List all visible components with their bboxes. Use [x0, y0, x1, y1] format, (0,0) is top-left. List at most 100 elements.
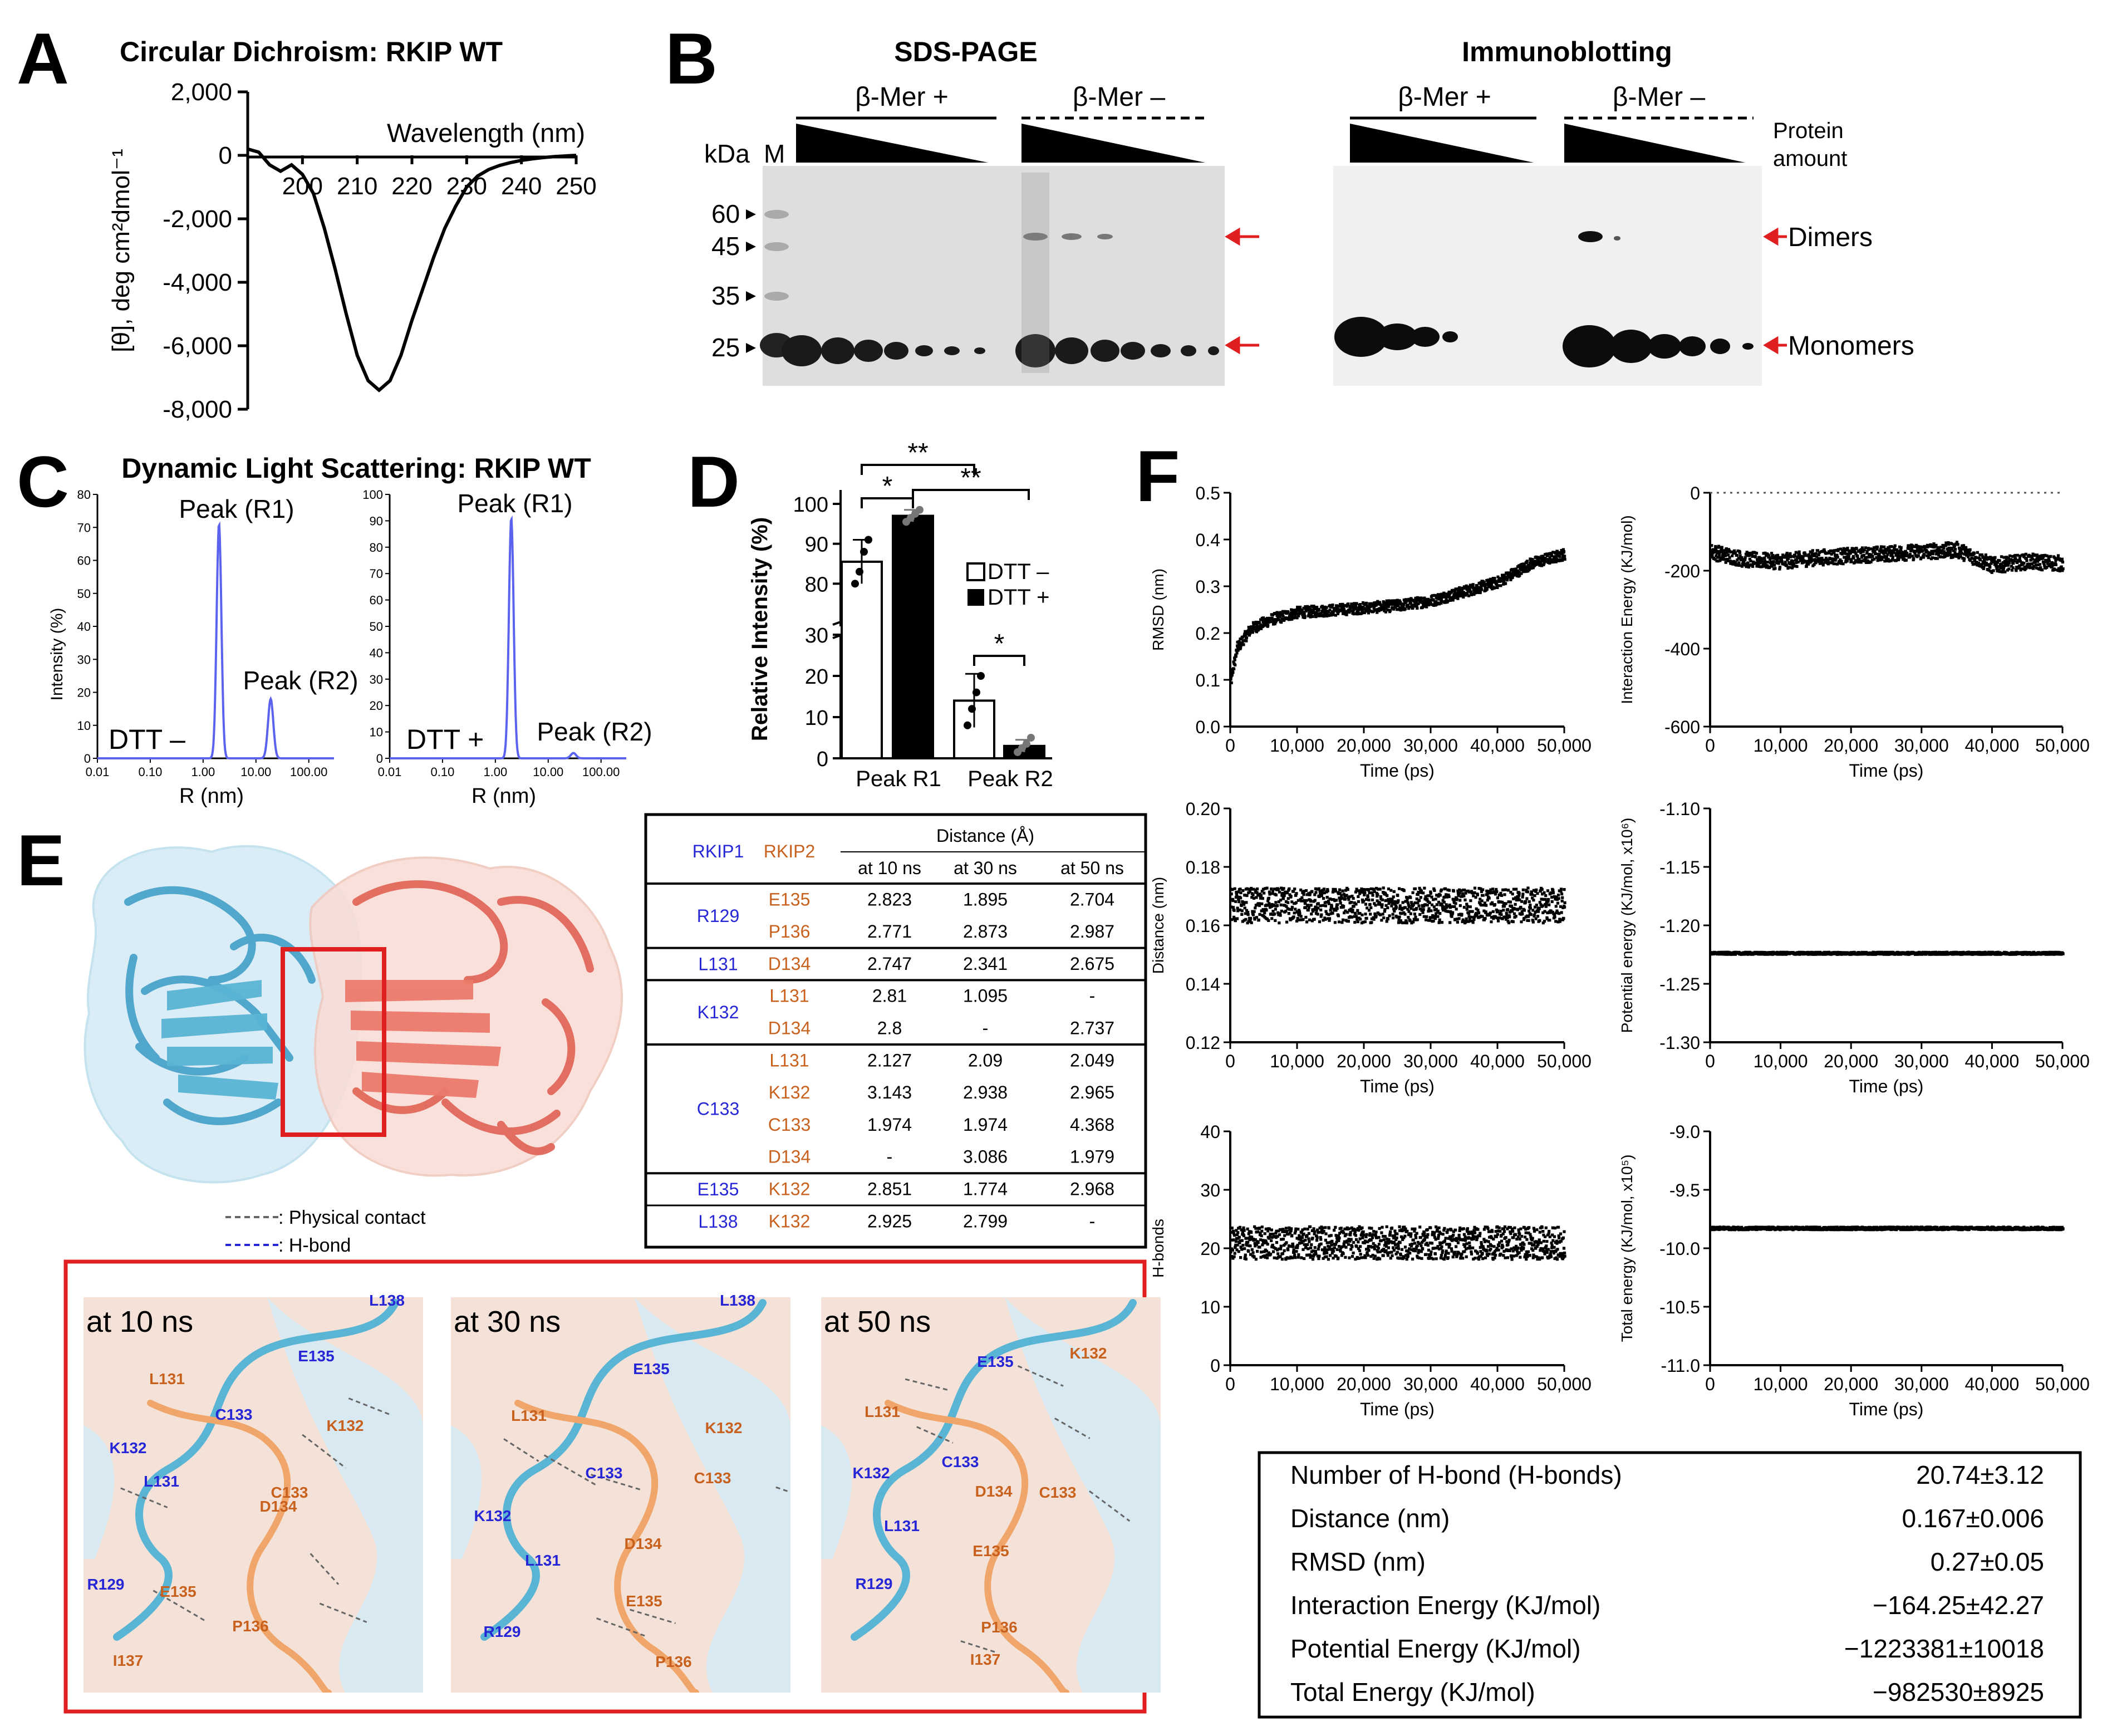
f-ytick-label: -10.0 [1659, 1239, 1700, 1259]
table-distance-cell: 2.81 [872, 986, 907, 1006]
f-ytick-label: -1.20 [1659, 916, 1700, 936]
protein-amount-2: amount [1773, 146, 1847, 171]
sds-monomer-band [974, 347, 985, 354]
f-ytick-label: -1.25 [1659, 974, 1700, 994]
d-sig-r1-r2-label: ** [907, 438, 928, 468]
f-xlabel: Time (ps) [1849, 761, 1924, 781]
f-xtick-label: 10,000 [1754, 1374, 1808, 1394]
panel-b-sds-title: SDS-PAGE [894, 36, 1037, 67]
col-t10: at 10 ns [858, 858, 921, 878]
residue-label: D134 [975, 1483, 1013, 1500]
sds-minus-wedge [1021, 124, 1205, 163]
f-scatter-points [1229, 1225, 1566, 1261]
snapshot-contact [596, 1617, 647, 1637]
f-ytick-label: 0.5 [1196, 483, 1220, 503]
summary-metric: Total Energy (KJ/mol) [1290, 1678, 1535, 1706]
dls-ytick-label: 40 [77, 620, 91, 634]
summary-metric: RMSD (nm) [1290, 1547, 1426, 1576]
f-xtick-label: 0 [1225, 735, 1235, 756]
f-ytick-label: -200 [1664, 561, 1700, 581]
f-xtick-label: 20,000 [1824, 1051, 1878, 1071]
f-xtick-label: 20,000 [1337, 1051, 1391, 1071]
f-xtick-label: 40,000 [1470, 735, 1525, 756]
table-distance-cell: 2.675 [1070, 954, 1114, 974]
residue-label: L131 [525, 1552, 561, 1569]
d-point [973, 688, 980, 697]
table-distance-cell: 4.368 [1070, 1115, 1114, 1135]
table-distance-cell: 2.851 [867, 1179, 912, 1199]
a-xtick-label: 250 [556, 173, 596, 200]
snapshot-2 [821, 1297, 1161, 1693]
ib-monomer-band [1334, 317, 1388, 357]
a-ytick-label: -4,000 [163, 269, 232, 296]
ib-monomer-band [1377, 323, 1417, 350]
dls-left-peak-r1: Peak (R1) [179, 494, 294, 523]
d-sig-r2 [973, 655, 1025, 666]
sds-dimer-band [1023, 233, 1048, 241]
sds-monomer-band [1151, 344, 1171, 357]
table-distance-cell: 1.095 [963, 986, 1008, 1006]
f-ytick-label: -9.5 [1669, 1180, 1700, 1200]
table-rkip2-cell: E135 [769, 889, 811, 909]
f-ytick-label: -11.0 [1661, 1356, 1700, 1376]
table-rkip1-cell: L131 [698, 954, 738, 974]
f-xtick-label: 0 [1225, 1374, 1235, 1394]
d-ytick-label: 100 [793, 493, 828, 517]
dls-right-peak-r2: Peak (R2) [537, 717, 652, 746]
table-distance-cell: 2.938 [963, 1082, 1008, 1102]
col-distance: Distance (Å) [936, 826, 1034, 846]
residue-label: L131 [865, 1403, 900, 1420]
summary-metric: Distance (nm) [1290, 1504, 1450, 1533]
f-xtick-label: 40,000 [1964, 1051, 2019, 1071]
f-xtick-label: 40,000 [1470, 1374, 1525, 1394]
summary-metric: Number of H-bond (H-bonds) [1290, 1460, 1622, 1489]
d-sig-r2-label: * [994, 629, 1005, 659]
d-ytick-label: 30 [805, 624, 828, 648]
f-xtick-label: 10,000 [1754, 735, 1808, 756]
f-ytick-label: -1.10 [1659, 799, 1700, 819]
residue-label: E135 [973, 1542, 1009, 1560]
d-point [860, 548, 868, 556]
table-distance-cell: 2.965 [1070, 1082, 1114, 1102]
panel-a-cd-curve [247, 147, 577, 393]
f-xtick-label: 30,000 [1403, 735, 1458, 756]
residue-label: P136 [232, 1617, 268, 1635]
f-xtick-label: 30,000 [1403, 1051, 1458, 1071]
f-scatter-points [1229, 548, 1566, 684]
f-ylabel: Total energy (KJ/mol, x10⁵) [1618, 1155, 1635, 1342]
panel-letter-e: E [17, 820, 65, 901]
f-ytick-label: 0.12 [1186, 1033, 1220, 1053]
dls-peak-mark [510, 517, 512, 519]
dls-ytick-label: 20 [77, 686, 91, 700]
dls-ytick-label: 60 [77, 554, 91, 568]
table-distance-cell: 2.049 [1070, 1050, 1114, 1070]
residue-label: C133 [694, 1469, 731, 1487]
panel-e-structure: : Physical contact : H-bond RKIP1 RKIP2 Di… [63, 813, 1161, 1714]
residue-label: E135 [298, 1347, 334, 1365]
table-rkip2-cell: L131 [769, 986, 809, 1006]
dls-right-dtt: DTT + [406, 724, 484, 755]
panel-a-x-ticks: 200 210 220 230 240 250 [282, 155, 597, 200]
table-distance-cell: 2.987 [1070, 921, 1114, 941]
f-xtick-label: 50,000 [1537, 735, 1592, 756]
summary-metric: Interaction Energy (KJ/mol) [1290, 1591, 1600, 1620]
table-border [644, 813, 1147, 1249]
panel-letter-c: C [17, 441, 69, 522]
summary-value: 20.74±3.12 [1916, 1460, 2044, 1489]
residue-label: L131 [884, 1517, 920, 1534]
snapshot-chain-orange [885, 1400, 1069, 1693]
snapshot-contact [591, 1474, 641, 1490]
table-distance-cell: 1.895 [963, 889, 1008, 909]
ib-bmer-minus: β-Mer – [1613, 82, 1706, 112]
dls-xlabel-left: R (nm) [179, 784, 244, 808]
table-distance-cell: - [1089, 1211, 1096, 1231]
summary-value: 0.167±0.006 [1902, 1504, 2044, 1533]
d-point [851, 580, 859, 588]
panel-a-y-ticks: 2,000 0 -2,000 -4,000 -6,000 -8,000 [163, 79, 248, 423]
f-xtick-label: 50,000 [2035, 1374, 2090, 1394]
dls-peak-mark [218, 523, 220, 525]
dls-ylabel: Intensity (%) [48, 608, 66, 701]
d-bar [841, 560, 883, 760]
f-xtick-label: 50,000 [1537, 1051, 1592, 1071]
